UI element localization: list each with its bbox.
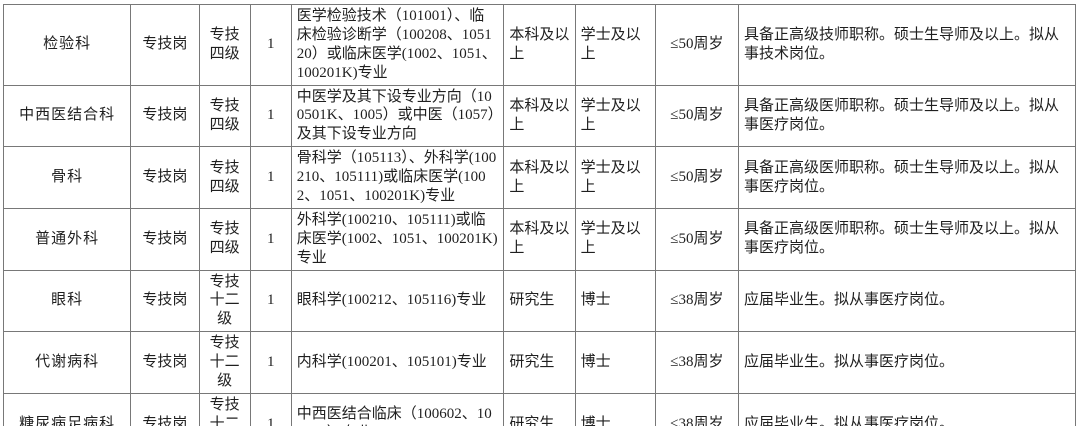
cell-department: 普通外科 <box>2 207 132 271</box>
cell-education: 本科及以上 <box>503 207 576 271</box>
cell-degree: 学士及以上 <box>574 84 656 148</box>
cell-age-limit: ≤38周岁 <box>654 392 740 426</box>
cell-age-limit: ≤50周岁 <box>654 146 740 209</box>
cell-major-requirement: 中医学及其下设专业方向（100501K、1005）或中医（1057）及其下设专业… <box>290 84 505 148</box>
cell-major-requirement: 医学检验技术（101001）、临床检验诊断学（100208、105120）或临床… <box>290 4 505 86</box>
cell-education: 研究生 <box>503 392 576 426</box>
cell-headcount: 1 <box>249 269 292 333</box>
cell-department: 检验科 <box>2 4 132 86</box>
cell-age-limit: ≤38周岁 <box>654 269 740 333</box>
cell-age-limit: ≤50周岁 <box>654 84 740 148</box>
cell-education: 本科及以上 <box>503 4 576 86</box>
cell-headcount: 1 <box>249 4 292 86</box>
table-row: 代谢病科 专技岗 专技十二级 1 内科学(100201、105101)专业 研究… <box>2 331 1076 394</box>
table-row: 普通外科 专技岗 专技四级 1 外科学(100210、105111)或临床医学(… <box>2 207 1076 271</box>
cell-major-requirement: 内科学(100201、105101)专业 <box>290 331 505 394</box>
cell-headcount: 1 <box>249 207 292 271</box>
recruitment-positions-table: 检验科 专技岗 专技四级 1 医学检验技术（101001）、临床检验诊断学（10… <box>2 4 1076 426</box>
cell-post-type: 专技岗 <box>130 392 200 426</box>
cell-headcount: 1 <box>249 331 292 394</box>
cell-age-limit: ≤50周岁 <box>654 4 740 86</box>
cell-degree: 博士 <box>574 331 656 394</box>
cell-department: 眼科 <box>2 269 132 333</box>
cell-department: 代谢病科 <box>2 331 132 394</box>
cell-post-level: 专技四级 <box>198 84 251 148</box>
cell-post-type: 专技岗 <box>130 269 200 333</box>
cell-degree: 学士及以上 <box>574 207 656 271</box>
cell-education: 本科及以上 <box>503 146 576 209</box>
cell-degree: 博士 <box>574 269 656 333</box>
cell-post-type: 专技岗 <box>130 207 200 271</box>
cell-headcount: 1 <box>249 84 292 148</box>
cell-education: 研究生 <box>503 331 576 394</box>
cell-degree: 学士及以上 <box>574 146 656 209</box>
cell-post-level: 专技十二级 <box>198 392 251 426</box>
cell-major-requirement: 骨科学（105113）、外科学(100210、105111)或临床医学(1002… <box>290 146 505 209</box>
cell-department: 骨科 <box>2 146 132 209</box>
cell-headcount: 1 <box>249 392 292 426</box>
cell-age-limit: ≤50周岁 <box>654 207 740 271</box>
cell-major-requirement: 中西医结合临床（100602、105709）专业 <box>290 392 505 426</box>
cell-post-type: 专技岗 <box>130 84 200 148</box>
cell-other-requirements: 具备正高级医师职称。硕士生导师及以上。拟从事医疗岗位。 <box>738 207 1076 271</box>
cell-education: 本科及以上 <box>503 84 576 148</box>
cell-department: 糖尿病足病科 <box>2 392 132 426</box>
cell-major-requirement: 外科学(100210、105111)或临床医学(1002、1051、100201… <box>290 207 505 271</box>
cell-post-level: 专技十二级 <box>198 269 251 333</box>
cell-other-requirements: 应届毕业生。拟从事医疗岗位。 <box>738 392 1076 426</box>
table-row: 骨科 专技岗 专技四级 1 骨科学（105113）、外科学(100210、105… <box>2 146 1076 209</box>
cell-other-requirements: 具备正高级医师职称。硕士生导师及以上。拟从事医疗岗位。 <box>738 146 1076 209</box>
cell-post-level: 专技四级 <box>198 207 251 271</box>
table-row: 糖尿病足病科 专技岗 专技十二级 1 中西医结合临床（100602、105709… <box>2 392 1076 426</box>
cell-other-requirements: 应届毕业生。拟从事医疗岗位。 <box>738 269 1076 333</box>
cell-degree: 学士及以上 <box>574 4 656 86</box>
cell-department: 中西医结合科 <box>2 84 132 148</box>
cell-degree: 博士 <box>574 392 656 426</box>
cell-post-level: 专技十二级 <box>198 331 251 394</box>
cell-education: 研究生 <box>503 269 576 333</box>
table-row: 检验科 专技岗 专技四级 1 医学检验技术（101001）、临床检验诊断学（10… <box>2 4 1076 86</box>
cell-major-requirement: 眼科学(100212、105116)专业 <box>290 269 505 333</box>
cell-post-level: 专技四级 <box>198 4 251 86</box>
cell-post-type: 专技岗 <box>130 146 200 209</box>
cell-other-requirements: 具备正高级技师职称。硕士生导师及以上。拟从事技术岗位。 <box>738 4 1076 86</box>
cell-post-type: 专技岗 <box>130 4 200 86</box>
cell-post-level: 专技四级 <box>198 146 251 209</box>
cell-other-requirements: 应届毕业生。拟从事医疗岗位。 <box>738 331 1076 394</box>
cell-other-requirements: 具备正高级医师职称。硕士生导师及以上。拟从事医疗岗位。 <box>738 84 1076 148</box>
table-row: 眼科 专技岗 专技十二级 1 眼科学(100212、105116)专业 研究生 … <box>2 269 1076 333</box>
cell-headcount: 1 <box>249 146 292 209</box>
table-row: 中西医结合科 专技岗 专技四级 1 中医学及其下设专业方向（100501K、10… <box>2 84 1076 148</box>
cell-age-limit: ≤38周岁 <box>654 331 740 394</box>
cell-post-type: 专技岗 <box>130 331 200 394</box>
